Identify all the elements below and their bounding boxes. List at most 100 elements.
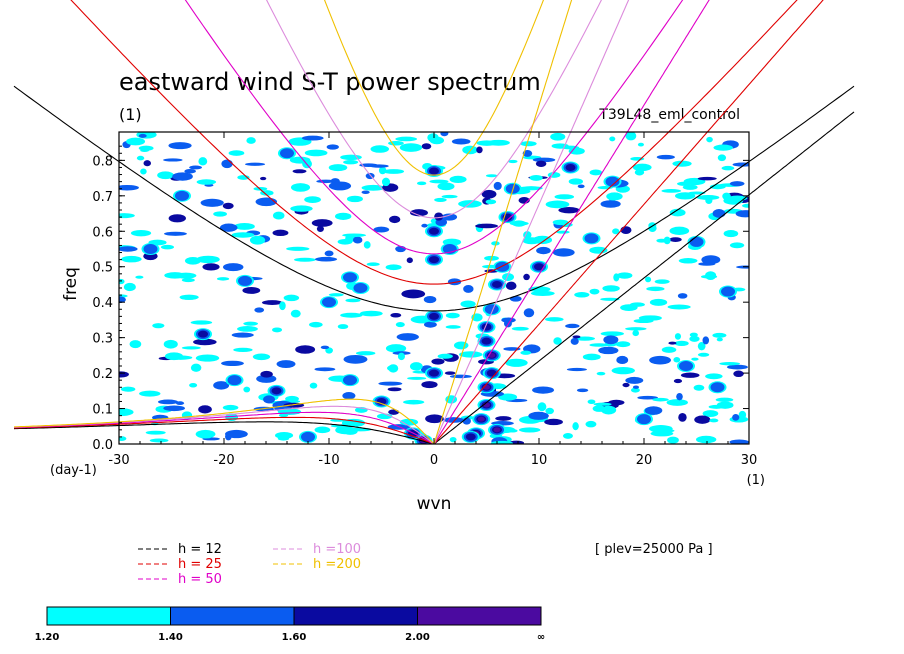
power-speckle	[222, 404, 239, 411]
power-speckle	[397, 352, 405, 361]
power-speckle	[498, 393, 518, 401]
power-speckle	[168, 214, 186, 223]
power-speckle	[509, 295, 522, 302]
power-speckle	[276, 360, 296, 369]
power-speckle	[523, 308, 535, 318]
power-peak	[271, 387, 282, 395]
power-speckle	[600, 297, 620, 301]
power-speckle	[243, 321, 259, 326]
power-speckle	[256, 374, 277, 383]
power-speckle	[544, 418, 563, 426]
power-speckle	[673, 357, 681, 363]
power-speckle	[145, 430, 166, 435]
power-speckle	[677, 293, 688, 299]
power-speckle	[487, 139, 510, 146]
power-speckle	[198, 405, 212, 414]
power-speckle	[423, 295, 437, 304]
power-speckle	[600, 331, 624, 337]
power-speckle	[615, 341, 631, 348]
legend-label: h =100	[313, 542, 361, 557]
power-speckle	[237, 325, 258, 332]
power-speckle	[193, 338, 217, 346]
power-speckle	[119, 296, 126, 304]
power-speckle	[120, 386, 136, 392]
power-speckle	[196, 255, 220, 264]
power-speckle	[246, 137, 256, 144]
power-peak	[429, 312, 439, 320]
power-speckle	[530, 290, 555, 296]
power-speckle	[328, 293, 344, 297]
power-speckle	[522, 237, 541, 245]
power-speckle	[667, 304, 691, 310]
power-speckle	[200, 198, 224, 207]
power-peak	[481, 337, 492, 345]
power-speckle	[290, 205, 313, 212]
power-speckle	[634, 169, 645, 176]
power-speckle	[732, 414, 740, 421]
power-speckle	[285, 395, 299, 402]
power-speckle	[553, 337, 562, 345]
power-speckle	[651, 428, 675, 433]
power-speckle	[139, 390, 161, 397]
power-speckle	[135, 275, 144, 279]
y-axis-title: freq	[61, 267, 81, 301]
power-speckle	[532, 157, 556, 163]
power-speckle	[712, 209, 726, 218]
power-speckle	[505, 281, 517, 291]
power-peak	[710, 382, 725, 393]
power-speckle	[582, 353, 601, 361]
power-speckle	[649, 355, 671, 365]
power-speckle	[119, 213, 135, 219]
power-speckle	[449, 175, 467, 184]
power-speckle	[301, 135, 324, 141]
power-speckle	[632, 330, 639, 337]
power-speckle	[528, 411, 549, 420]
dispersion-curve	[433, 0, 710, 444]
power-speckle	[249, 235, 266, 245]
power-speckle	[395, 322, 405, 328]
power-speckle	[637, 395, 658, 400]
power-speckle	[715, 397, 734, 402]
power-speckle	[180, 296, 198, 300]
power-speckle	[558, 207, 580, 214]
colorbar-segment	[46, 606, 171, 626]
dispersion-curve	[433, 111, 855, 444]
power-speckle	[325, 347, 333, 354]
power-speckle	[637, 142, 644, 147]
power-speckle	[119, 408, 134, 417]
power-speckle	[409, 209, 428, 217]
power-speckle	[721, 165, 735, 171]
units-label: (1)	[119, 105, 142, 124]
power-speckle	[252, 353, 271, 361]
power-speckle	[727, 364, 748, 370]
power-speckle	[216, 277, 230, 281]
power-speckle	[476, 146, 483, 154]
power-speckle	[195, 429, 216, 439]
power-speckle	[652, 397, 669, 402]
dispersion-curve	[433, 0, 573, 444]
power-speckle	[570, 337, 579, 345]
power-speckle	[702, 336, 710, 345]
colorbar-label: 2.00	[405, 632, 430, 643]
power-speckle	[328, 164, 348, 172]
power-speckle	[314, 367, 336, 372]
power-speckle	[693, 384, 705, 391]
power-speckle	[593, 402, 612, 406]
power-speckle	[290, 309, 301, 318]
power-speckle	[424, 321, 437, 328]
power-speckle	[324, 250, 334, 257]
power-speckle	[272, 327, 283, 333]
dispersion-curve	[14, 416, 435, 444]
power-speckle	[674, 340, 689, 347]
power-speckle	[430, 218, 437, 224]
power-speckle	[669, 226, 690, 236]
power-speckle	[286, 246, 310, 251]
power-speckle	[243, 386, 251, 393]
power-speckle	[735, 210, 749, 218]
power-speckle	[676, 392, 683, 401]
dispersion-curve	[13, 398, 435, 444]
power-speckle	[416, 181, 427, 186]
power-speckle	[222, 202, 234, 210]
power-speckle	[574, 292, 590, 298]
